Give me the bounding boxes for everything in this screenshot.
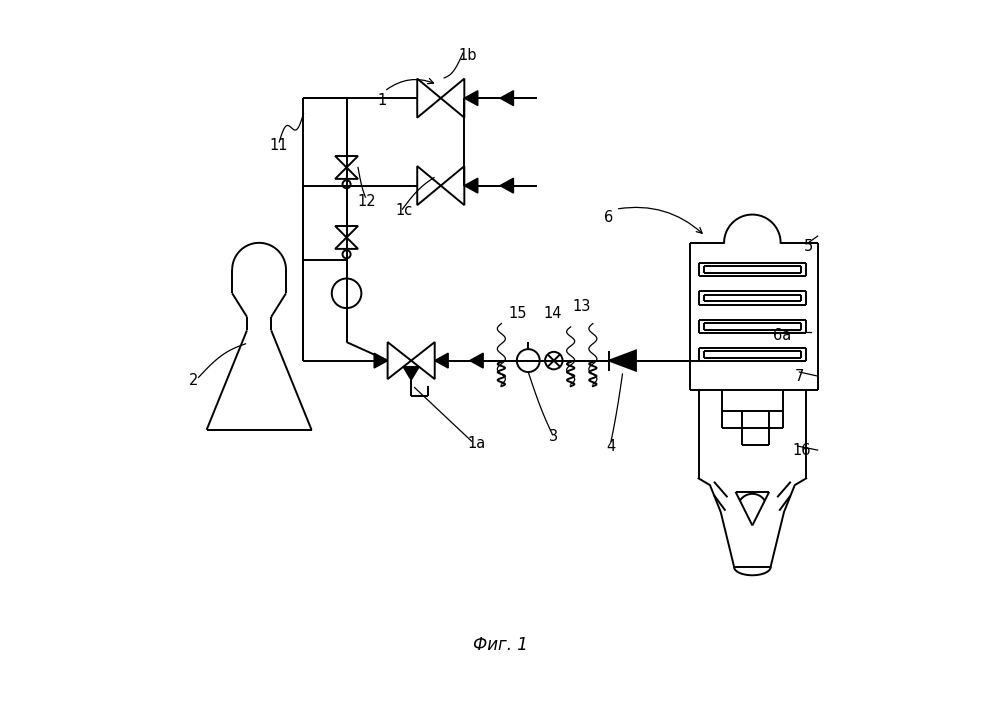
Text: 1a: 1a (468, 436, 486, 451)
Text: 13: 13 (573, 299, 591, 314)
Polygon shape (609, 350, 636, 371)
Text: 1: 1 (378, 93, 387, 108)
Text: 6a: 6a (773, 328, 791, 343)
Text: 1b: 1b (458, 48, 477, 63)
Text: 6: 6 (604, 210, 614, 225)
Polygon shape (464, 178, 478, 193)
Text: Фиг. 1: Фиг. 1 (473, 637, 527, 654)
Polygon shape (374, 353, 388, 368)
Polygon shape (500, 178, 513, 193)
Polygon shape (500, 90, 513, 106)
Text: 14: 14 (544, 306, 562, 321)
Polygon shape (464, 90, 478, 106)
Text: 4: 4 (606, 439, 616, 454)
Text: 5: 5 (804, 239, 813, 254)
Polygon shape (435, 353, 448, 368)
Text: 2: 2 (189, 374, 198, 388)
Text: 7: 7 (795, 369, 804, 383)
Text: 3: 3 (548, 429, 558, 444)
Text: 15: 15 (508, 306, 527, 321)
Polygon shape (470, 353, 483, 368)
Text: 12: 12 (357, 193, 376, 209)
Polygon shape (403, 367, 419, 380)
Text: 16: 16 (793, 442, 811, 458)
Text: 1c: 1c (396, 203, 413, 218)
Text: 11: 11 (270, 138, 288, 153)
